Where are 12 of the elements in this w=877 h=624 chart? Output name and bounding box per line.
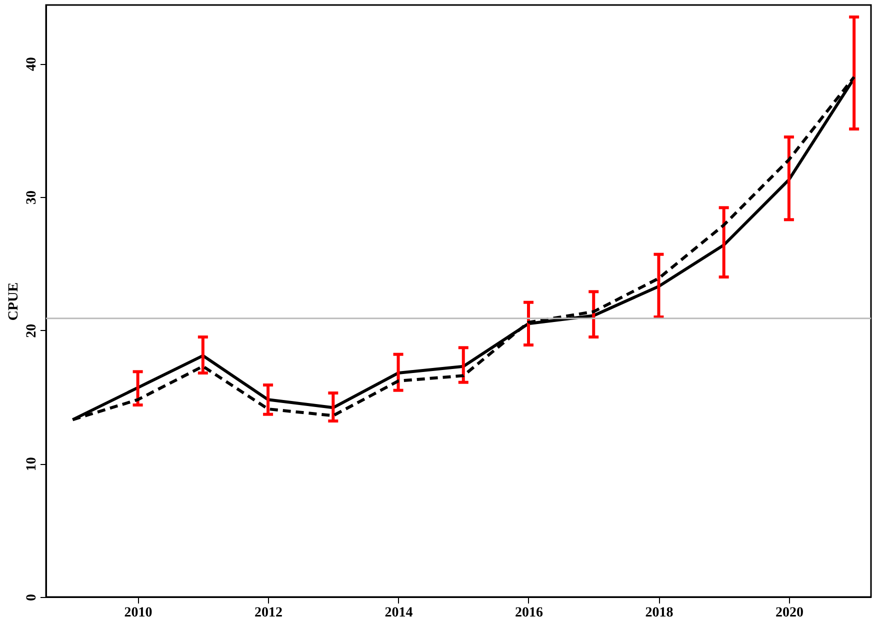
y-tick-label: 30	[24, 190, 40, 204]
y-tick-label: 40	[24, 57, 40, 72]
x-tick-label: 2020	[775, 606, 804, 620]
x-tick-label: 2018	[645, 606, 674, 620]
y-tick-label: 10	[24, 457, 40, 472]
y-tick-label: 0	[24, 594, 40, 601]
y-tick-label: 20	[24, 324, 40, 338]
y-axis-title: CPUE	[6, 282, 22, 321]
x-tick-label: 2010	[124, 606, 152, 620]
x-tick-label: 2012	[254, 606, 283, 620]
x-tick-label: 2014	[384, 606, 413, 620]
x-tick-label: 2016	[515, 606, 543, 620]
